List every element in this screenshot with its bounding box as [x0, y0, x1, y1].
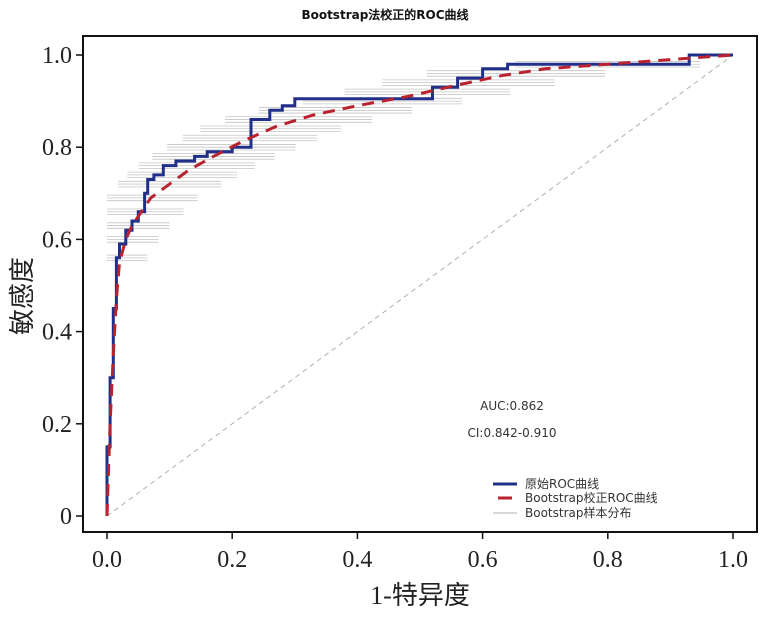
- x-axis: 0.0 0.2 0.4 0.6 0.8 1.0: [92, 532, 748, 573]
- x-axis-label: 1-特异度: [370, 581, 470, 610]
- reference-diagonal: [106, 54, 734, 517]
- y-axis: 0 0.2 0.4 0.6 0.8 1.0: [42, 43, 83, 530]
- x-tick-label: 0.6: [468, 547, 498, 573]
- x-tick-label: 0.4: [342, 547, 372, 573]
- legend-label-bootstrap-corrected: Bootstrap校正ROC曲线: [525, 490, 658, 505]
- y-tick-label: 0.6: [42, 227, 72, 253]
- bootstrap-distribution: [107, 61, 701, 262]
- legend-label-bootstrap-samples: Bootstrap样本分布: [525, 505, 631, 520]
- x-tick-label: 0.0: [92, 547, 122, 573]
- ci-annotation: CI:0.842-0.910: [468, 426, 557, 440]
- auc-annotation: AUC:0.862: [480, 399, 544, 413]
- chart-title: Bootstrap法校正的ROC曲线: [301, 7, 468, 22]
- plot-area: [82, 35, 758, 533]
- y-axis-label: 敏感度: [8, 257, 37, 335]
- y-tick-label: 1.0: [42, 43, 72, 69]
- x-tick-label: 1.0: [718, 547, 748, 573]
- bootstrap-corrected-roc-curve: [105, 53, 734, 517]
- legend: 原始ROC曲线 Bootstrap校正ROC曲线 Bootstrap样本分布: [493, 477, 658, 520]
- x-tick-label: 0.2: [217, 547, 247, 573]
- axes-frame: [82, 35, 758, 533]
- y-tick-label: 0.4: [42, 320, 72, 346]
- legend-label-original: 原始ROC曲线: [525, 477, 599, 491]
- y-tick-label: 0: [60, 504, 72, 530]
- x-tick-label: 0.8: [593, 547, 623, 573]
- y-tick-label: 0.2: [42, 412, 72, 438]
- y-tick-label: 0.8: [42, 135, 72, 161]
